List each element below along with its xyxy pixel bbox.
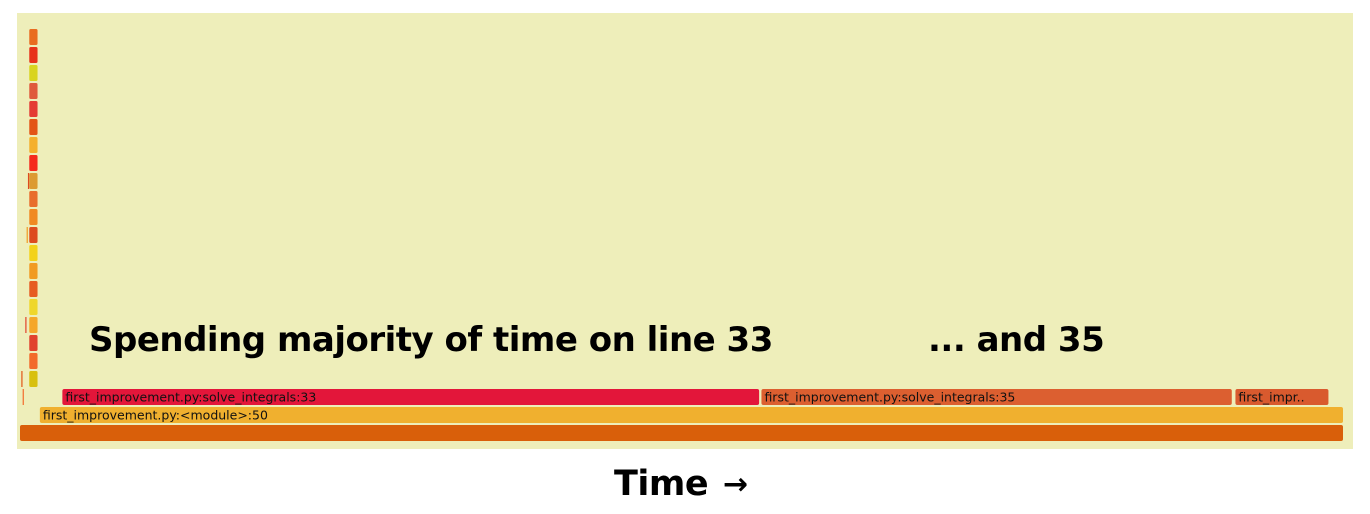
annotation-line-35: ... and 35 (928, 320, 1105, 360)
flame-frame-label: first_improvement.py:solve_integrals:35 (764, 390, 1015, 405)
stack-frame[interactable] (29, 83, 38, 99)
stack-sliver[interactable] (21, 371, 23, 387)
x-axis-title: Time (614, 464, 709, 504)
stack-frame[interactable] (29, 371, 38, 387)
flame-frame-rect[interactable] (1235, 389, 1329, 405)
stack-frame[interactable] (29, 155, 38, 171)
flame-frame[interactable] (20, 425, 1343, 441)
stack-frame[interactable] (29, 227, 38, 243)
stack-frame[interactable] (29, 65, 38, 81)
flame-graph-panel: first_improvement.py:<module>:50 first_im… (17, 13, 1353, 449)
stack-frame[interactable] (29, 299, 38, 315)
stack-frame[interactable] (29, 119, 38, 135)
flame-frame[interactable]: first_improvement.py:solve_integrals:35 (761, 389, 1232, 405)
flame-frame-rect[interactable] (62, 389, 760, 405)
stack-frame[interactable] (29, 209, 38, 225)
stack-frame[interactable] (29, 263, 38, 279)
stack-frame[interactable] (29, 101, 38, 117)
flame-frame-rect[interactable] (39, 407, 1344, 423)
annotation-line-33: Spending majority of time on line 33 (89, 320, 773, 360)
flame-frame[interactable]: first_improvement.py:solve_integrals:33 (62, 389, 760, 405)
flame-frame[interactable]: first_impr.. (1235, 389, 1329, 405)
stack-sliver[interactable] (25, 317, 27, 333)
stack-frame[interactable] (29, 281, 38, 297)
stack-frame[interactable] (29, 335, 38, 351)
stack-frame[interactable] (29, 191, 38, 207)
stack-frame[interactable] (29, 245, 38, 261)
stack-sliver[interactable] (26, 227, 28, 243)
stack-sliver[interactable] (27, 173, 30, 189)
flame-frame-label: first_improvement.py:<module>:50 (43, 408, 268, 423)
flame-frame-label: first_impr.. (1238, 390, 1304, 405)
stack-frame[interactable] (29, 137, 38, 153)
stack-frame[interactable] (29, 353, 38, 369)
stack-frame[interactable] (29, 47, 38, 63)
stack-frame[interactable] (29, 317, 38, 333)
flame-frame[interactable]: first_improvement.py:<module>:50 (39, 407, 1344, 423)
stack-frame[interactable] (29, 173, 38, 189)
flame-frame-label: first_improvement.py:solve_integrals:33 (65, 390, 316, 405)
flame-graph-svg: first_improvement.py:<module>:50 first_im… (20, 29, 1344, 441)
stack-sliver[interactable] (22, 389, 24, 405)
flame-frame-rect[interactable] (20, 425, 1343, 441)
stack-frame[interactable] (29, 29, 38, 45)
flame-frame-rect[interactable] (761, 389, 1232, 405)
right-arrow-icon: → (723, 467, 749, 502)
